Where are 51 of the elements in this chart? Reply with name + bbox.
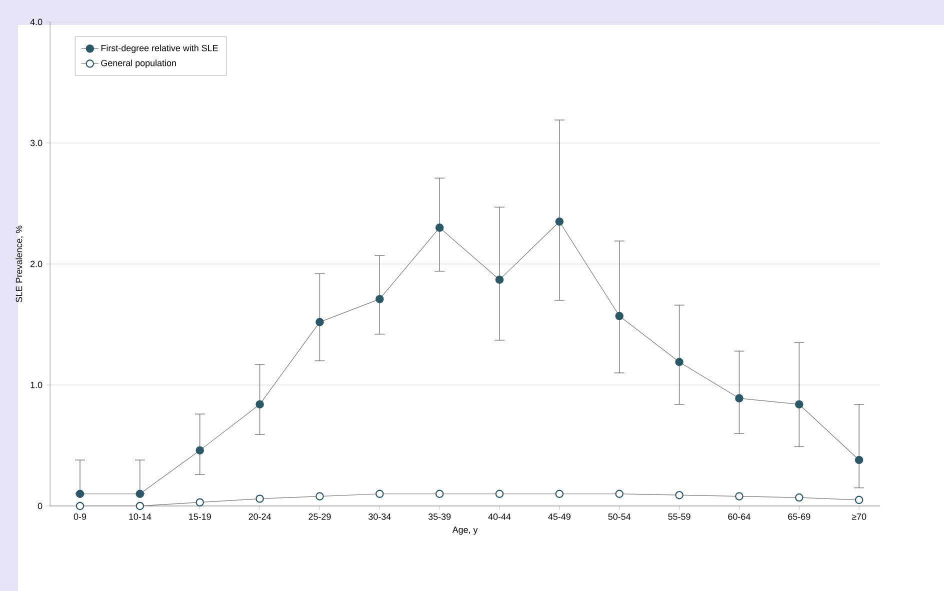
y-tick-label: 1.0 [30, 382, 42, 388]
x-axis-title: Age, y [452, 526, 478, 535]
y-tick-label: 0 [38, 502, 42, 510]
x-tick-label: 35-39 [428, 513, 451, 520]
point [256, 494, 264, 503]
point [435, 224, 444, 232]
legend-label: First-degree relative with SLE [101, 44, 218, 54]
point [76, 490, 84, 498]
point [615, 490, 624, 498]
x-tick-label: 55-59 [668, 513, 690, 520]
point [615, 312, 624, 320]
y-tick-label: 4.0 [30, 18, 42, 26]
point [435, 490, 444, 498]
y-tick-label: 2.0 [30, 260, 42, 268]
point [795, 493, 804, 502]
point [196, 498, 204, 506]
point [555, 490, 564, 498]
point [735, 492, 744, 500]
point [376, 294, 384, 304]
point [76, 502, 84, 510]
point [316, 318, 324, 326]
point [795, 400, 804, 408]
point [735, 394, 744, 402]
point [256, 400, 264, 408]
point [675, 358, 684, 366]
y-tick-label: 3.0 [30, 140, 42, 146]
point [376, 490, 384, 498]
x-tick-label: 60-64 [728, 513, 750, 520]
x-tick-label: 30-34 [368, 513, 391, 520]
point [555, 218, 564, 226]
point [136, 502, 144, 510]
x-tick-label: 20-24 [248, 513, 271, 520]
point [675, 490, 684, 500]
legend-label: General population [101, 60, 176, 68]
point [316, 492, 324, 500]
point [136, 490, 144, 498]
x-tick-label: 0-9 [74, 513, 86, 520]
point [196, 446, 204, 454]
x-tick-label: 40-44 [488, 513, 511, 520]
x-tick-label: 65-69 [788, 513, 810, 520]
x-tick-label: 45-49 [548, 513, 570, 520]
point [854, 456, 864, 464]
point [495, 276, 504, 284]
point [495, 490, 504, 498]
x-tick-label: 50-54 [608, 513, 631, 520]
x-tick-label: 25-29 [308, 513, 331, 520]
x-tick-label: 15-19 [189, 513, 211, 520]
x-tick-label: ≥70 [852, 513, 866, 520]
y-axis-title: SLE Prevalence, % [16, 226, 24, 302]
x-tick-label: 10-14 [129, 513, 152, 520]
point [854, 496, 864, 504]
